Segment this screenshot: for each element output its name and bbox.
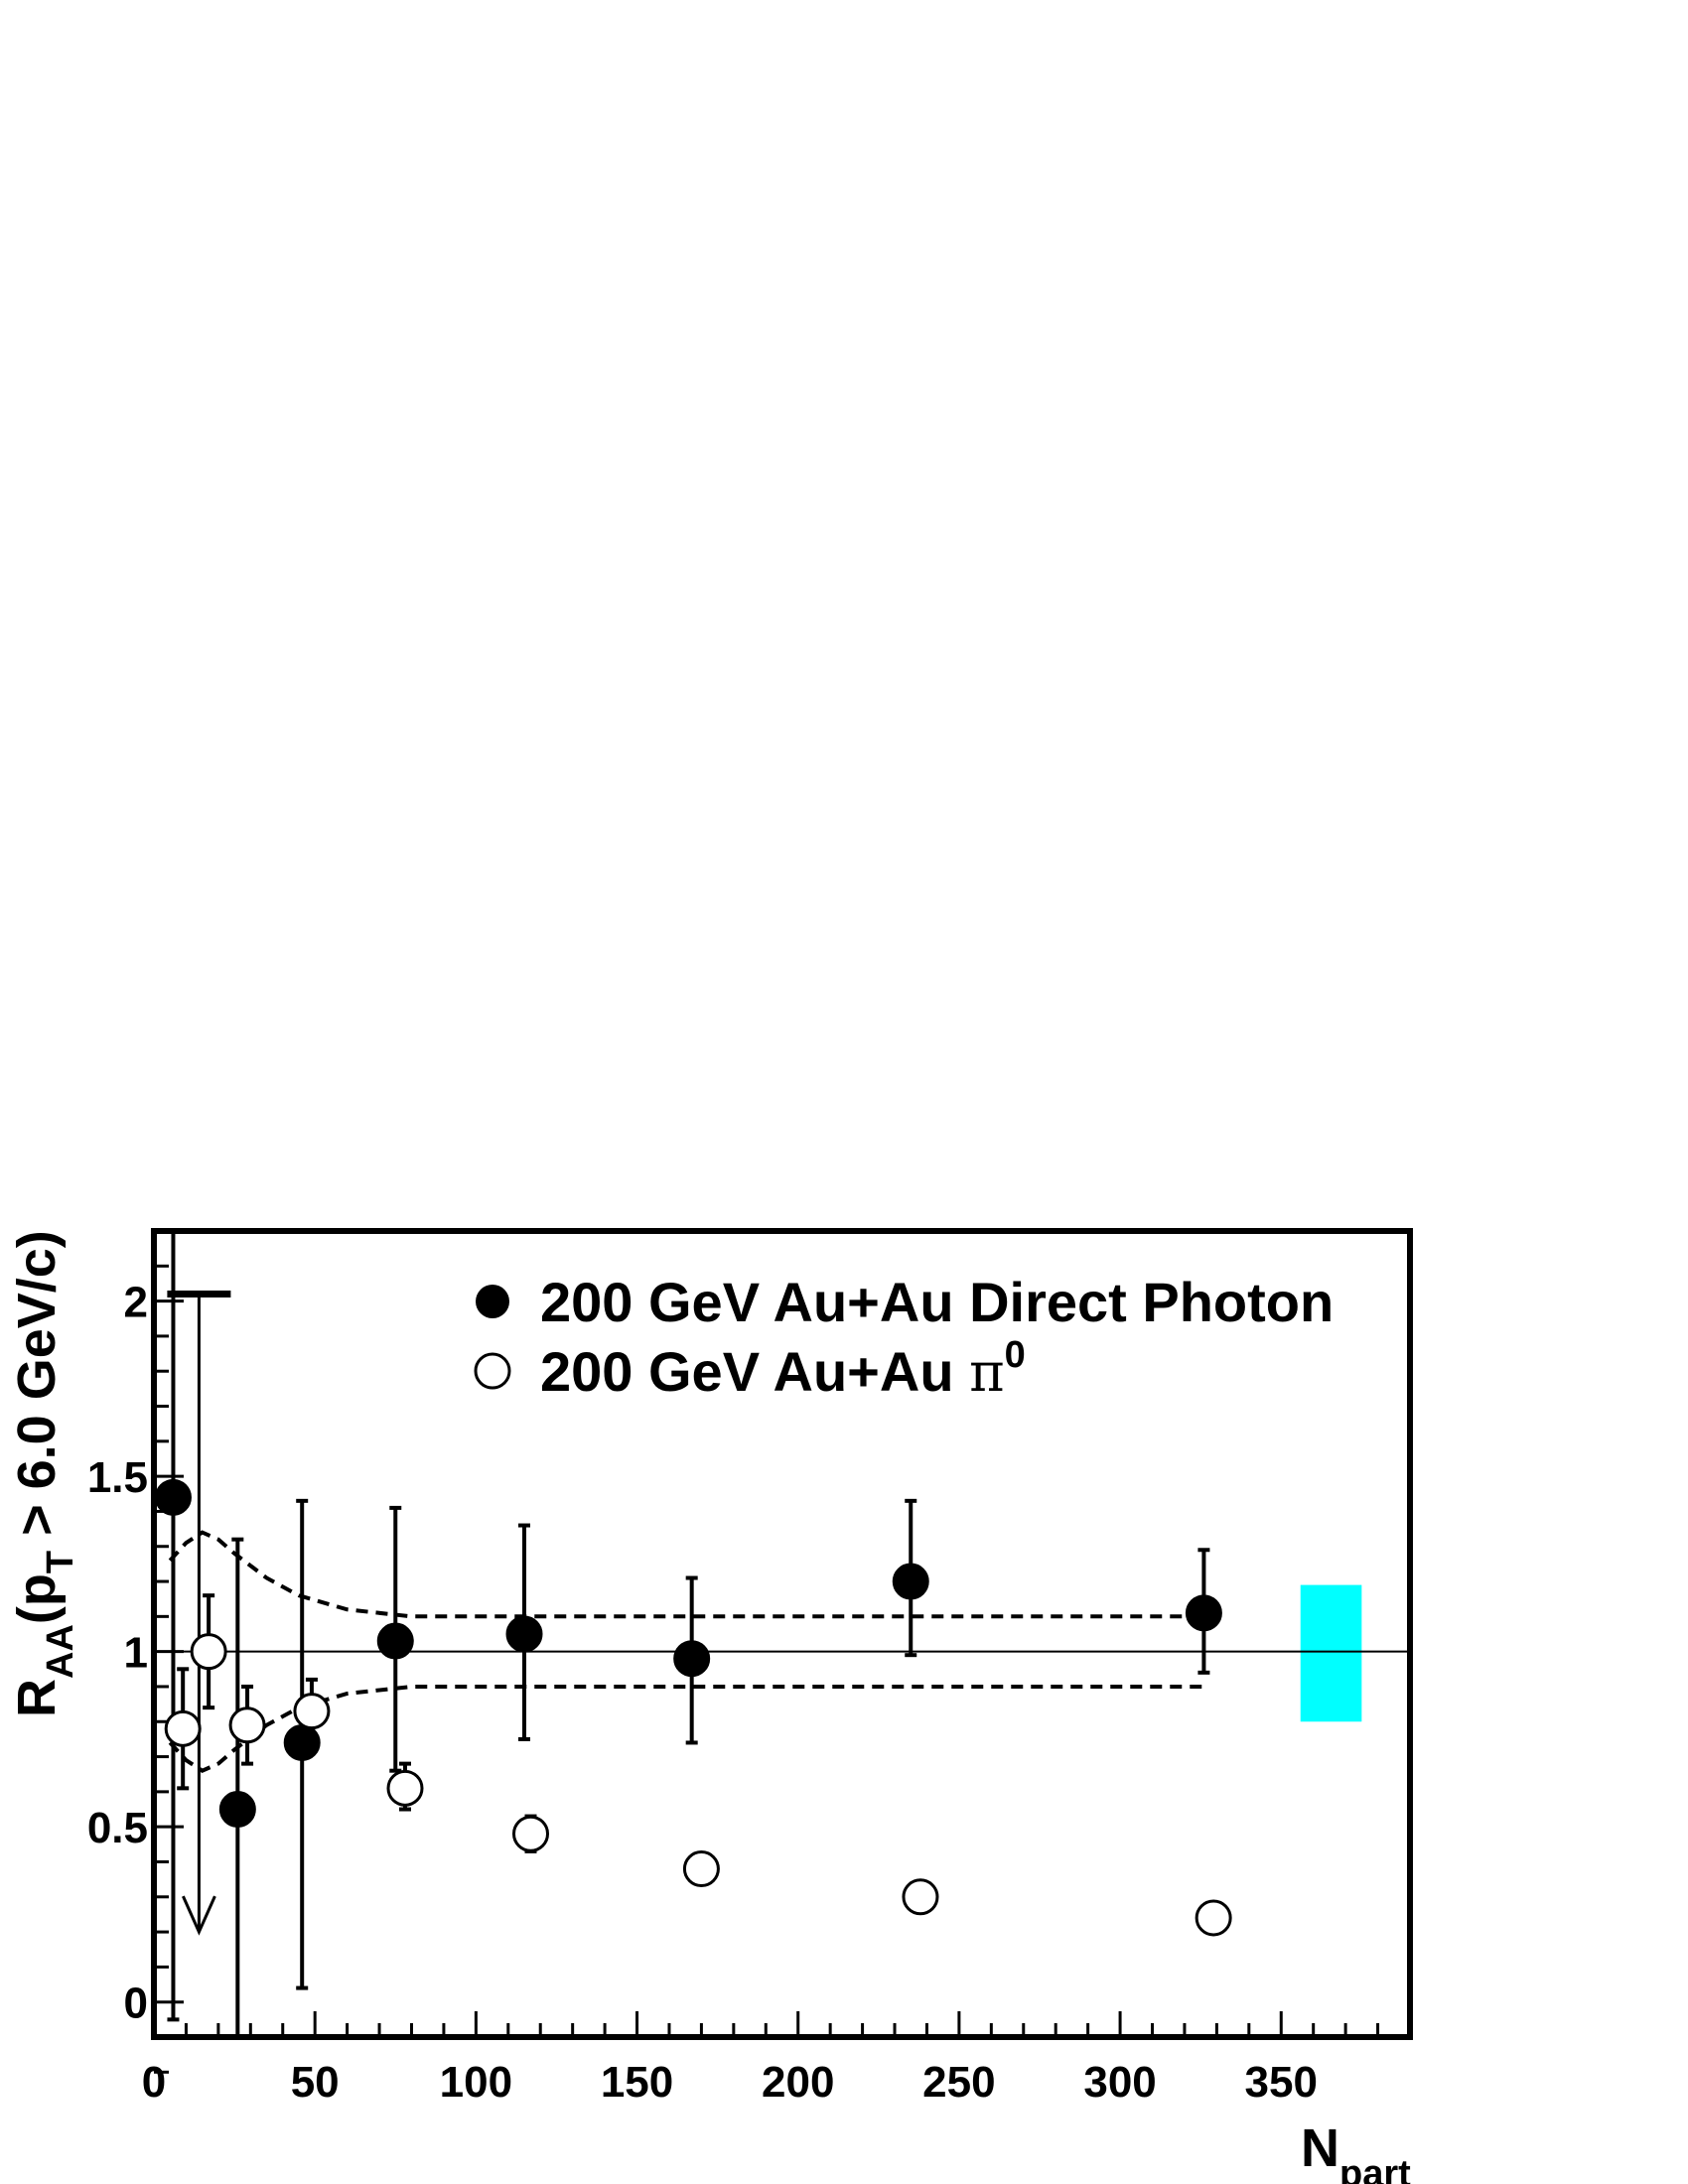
direct-photon-point <box>376 1622 414 1660</box>
direct-photon-point <box>892 1563 929 1600</box>
x-tick-label: 350 <box>1245 2058 1318 2107</box>
legend-label-direct-photon: 200 GeV Au+Au Direct Photon <box>540 1271 1334 1333</box>
y-tick-label: 2 <box>124 1279 148 1327</box>
x-tick-label: 0 <box>142 2058 166 2107</box>
direct-photon-point <box>154 1478 192 1516</box>
y-tick-label: 1 <box>124 1629 148 1678</box>
band-upper-dashed-line <box>168 1530 1204 1619</box>
legend-pi-symbol: π <box>969 1341 1005 1404</box>
pi0-point <box>386 1769 424 1807</box>
legend-label-pi0: 200 GeV Au+Au π0 <box>540 1334 1026 1404</box>
legend-marker-direct-photon <box>476 1285 509 1318</box>
y-tick-label: 1.5 <box>87 1453 148 1502</box>
x-axis-title: Npart <box>1301 2118 1411 2184</box>
legend-label-pi0-text: 200 GeV Au+Au <box>540 1340 969 1403</box>
y-axis-title-paren-rest: > 6.0 GeV/c) <box>7 1230 67 1551</box>
x-tick-label: 100 <box>440 2058 512 2107</box>
x-tick-label: 50 <box>291 2058 340 2107</box>
plot-frame <box>151 1228 1413 2040</box>
x-tick-label: 300 <box>1083 2058 1156 2107</box>
x-axis-title-sub: part <box>1339 2153 1411 2184</box>
plot-layer: 0 50 100 150 200 250 300 350 0 0.5 1 1.5 2 <box>87 1228 1413 2107</box>
pi0-point <box>190 1633 227 1671</box>
y-tick-label: 0 <box>124 1979 148 2028</box>
direct-photon-point <box>505 1615 543 1653</box>
pi0-point <box>902 1878 939 1916</box>
normalization-box <box>1300 1584 1362 1722</box>
upper-limit-arrowhead <box>182 1895 216 1936</box>
direct-photon-point <box>218 1791 256 1829</box>
y-tick-label: 0.5 <box>87 1804 148 1852</box>
pi0-point <box>512 1815 549 1852</box>
y-axis-title: RAA(pT > 6.0 GeV/c) <box>7 1230 81 1717</box>
direct-photon-point <box>673 1640 711 1678</box>
y-axis-title-paren: (p <box>7 1573 67 1624</box>
direct-photon-point <box>1185 1594 1222 1632</box>
y-axis-title-sub: AA <box>40 1624 81 1679</box>
y-axis-title-paren-sub: T <box>40 1551 81 1573</box>
pi0-point <box>293 1693 331 1730</box>
x-tick-label: 200 <box>762 2058 834 2107</box>
pi0-point <box>682 1850 720 1888</box>
x-axis-title-main: N <box>1301 2118 1339 2178</box>
pi0-point <box>228 1706 266 1744</box>
legend: 200 GeV Au+Au Direct Photon 200 GeV Au+A… <box>474 1271 1334 1404</box>
y-axis-title-main: R <box>7 1679 67 1717</box>
pi0-point <box>1195 1899 1232 1937</box>
x-tick-label: 250 <box>922 2058 995 2107</box>
legend-pi-superscript: 0 <box>1005 1334 1026 1376</box>
legend-marker-pi0 <box>474 1352 511 1390</box>
x-tick-label: 150 <box>601 2058 673 2107</box>
pi0-point <box>164 1709 202 1747</box>
